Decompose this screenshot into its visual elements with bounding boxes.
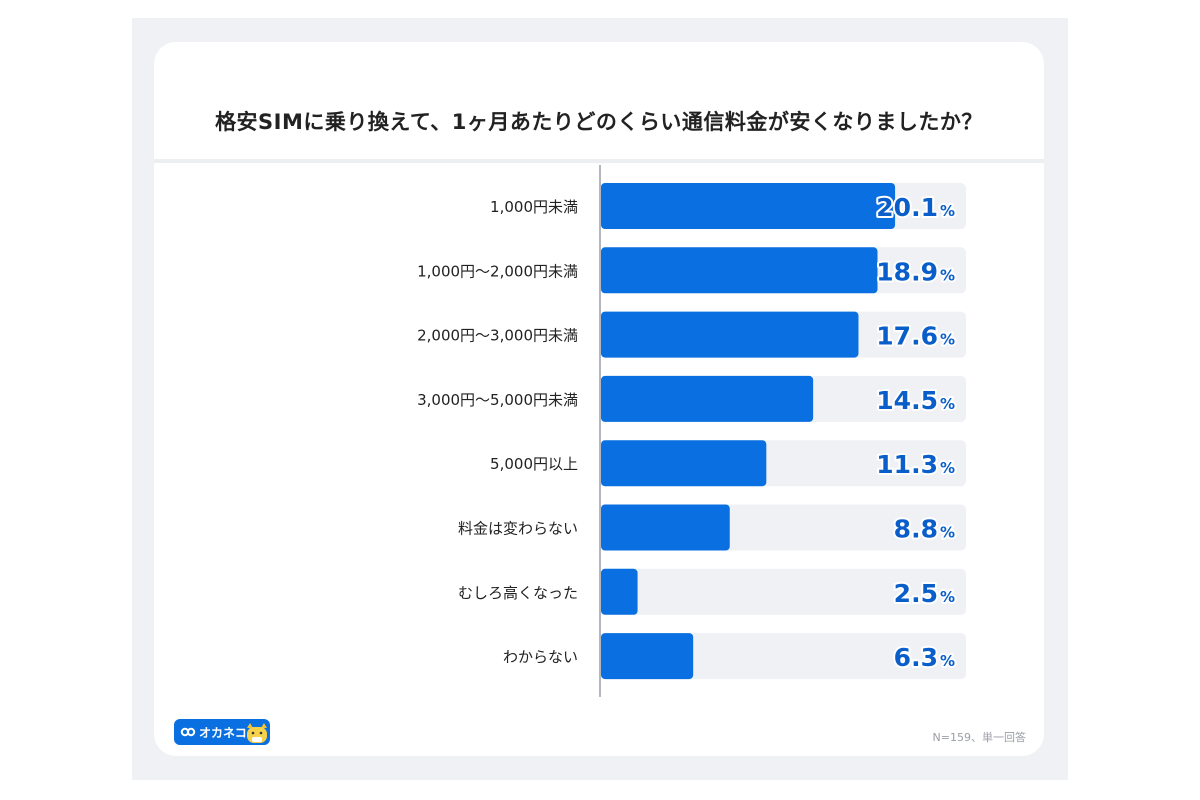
- category-label: むしろ高くなった: [458, 584, 578, 602]
- category-label: 1,000円〜2,000円未満: [417, 262, 578, 280]
- data-label: 11.3%: [876, 450, 955, 479]
- data-label: 18.9%: [876, 257, 955, 286]
- bar: [601, 504, 730, 551]
- data-label: 14.5%: [876, 386, 955, 415]
- data-label-value: 20.1: [876, 193, 938, 222]
- title-divider: [154, 159, 1044, 163]
- bar: [601, 183, 896, 229]
- data-label-unit: %: [940, 588, 955, 606]
- bar: [601, 247, 878, 294]
- bar: [601, 311, 859, 358]
- data-label-value: 8.8: [894, 515, 938, 544]
- data-label-value: 2.5: [894, 579, 938, 608]
- data-label-unit: %: [940, 395, 955, 413]
- category-label: 2,000円〜3,000円未満: [417, 327, 578, 345]
- category-label: 1,000円未満: [490, 198, 578, 216]
- brand-name: オカネコ: [199, 726, 247, 740]
- category-label: 3,000円〜5,000円未満: [417, 391, 578, 409]
- bar-group: 1,000円未満 20.1 % 1,000円〜2,000円未満 18.9 % 2,000円〜…: [417, 183, 966, 680]
- data-label-value: 11.3: [876, 450, 938, 479]
- data-label: 6.3%: [894, 643, 955, 672]
- data-label-value: 18.9: [876, 257, 938, 286]
- brand-logo-background: [174, 719, 270, 745]
- data-label-unit: %: [940, 459, 955, 477]
- data-label-value: 14.5: [876, 386, 938, 415]
- bar: [601, 375, 814, 422]
- bar-track: [601, 568, 966, 615]
- category-label: 料金は変わらない: [458, 520, 578, 538]
- chart-title: 格安SIMに乗り換えて、1ヶ月あたりどのくらい通信料金が安くなりましたか？: [215, 110, 983, 134]
- data-label-unit: %: [940, 202, 955, 220]
- bar: [601, 440, 767, 487]
- bar: [601, 633, 694, 680]
- data-label: 17.6%: [876, 322, 955, 351]
- data-label-unit: %: [940, 652, 955, 670]
- data-label: 20.1%: [876, 193, 955, 222]
- category-label: わからない: [503, 648, 578, 666]
- data-label-unit: %: [940, 524, 955, 542]
- sample-size-note: N=159、単一回答: [932, 731, 1026, 744]
- data-label: 2.5%: [894, 579, 955, 608]
- data-label-unit: %: [940, 266, 955, 284]
- bar: [601, 568, 638, 615]
- brand-logo: オカネコ: [174, 719, 270, 745]
- data-label-value: 6.3: [894, 643, 938, 672]
- cat-mascot-icon: [247, 723, 267, 743]
- data-label-unit: %: [940, 331, 955, 349]
- data-label: 8.8%: [894, 515, 955, 544]
- infinity-icon: [180, 727, 196, 737]
- category-label: 5,000円以上: [490, 455, 578, 473]
- data-label-value: 17.6: [876, 322, 938, 351]
